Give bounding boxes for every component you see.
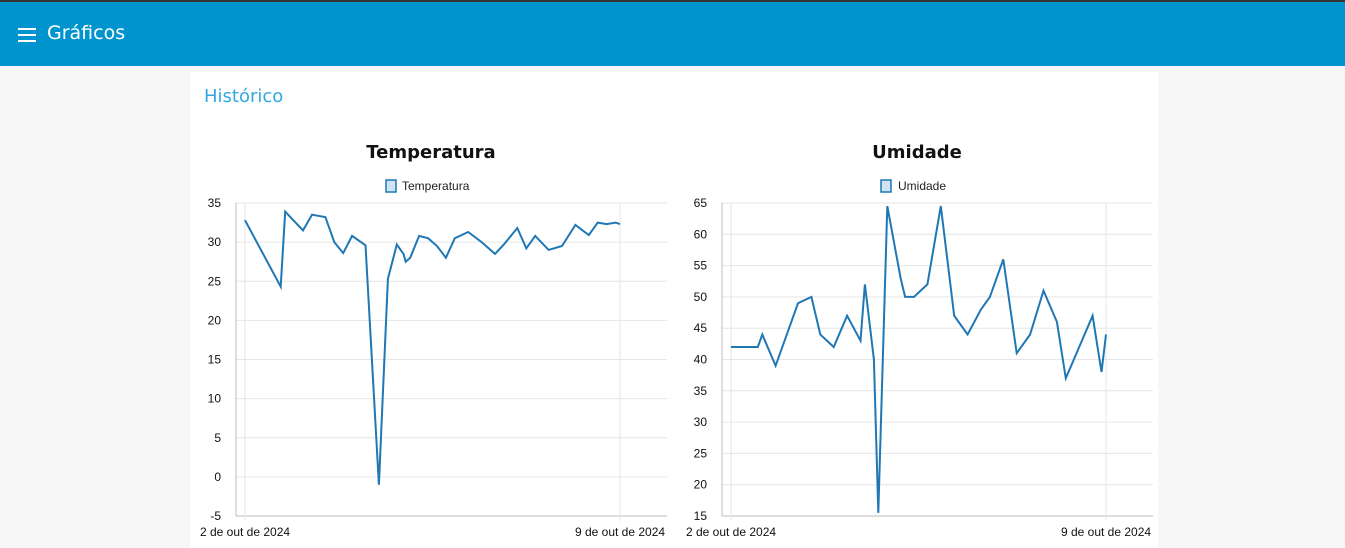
y-tick-label: 30 bbox=[208, 235, 222, 249]
temperature-series-line bbox=[244, 209, 621, 485]
x-tick-label: 9 de out de 2024 bbox=[575, 525, 665, 539]
humidity-legend-label[interactable]: Umidade bbox=[898, 179, 946, 193]
app-bar: Gráficos bbox=[0, 0, 1345, 66]
y-tick-label: 45 bbox=[694, 321, 708, 335]
y-tick-label: 35 bbox=[694, 384, 708, 398]
x-tick-label: 9 de out de 2024 bbox=[1061, 525, 1151, 539]
y-tick-label: 5 bbox=[214, 431, 221, 445]
hamburger-menu-icon[interactable] bbox=[18, 28, 36, 42]
y-tick-label: 15 bbox=[208, 353, 222, 367]
temperature-chart-title: Temperatura bbox=[366, 142, 495, 163]
y-tick-label: 30 bbox=[694, 415, 708, 429]
humidity-legend-swatch[interactable] bbox=[880, 179, 892, 193]
y-tick-label: 35 bbox=[208, 196, 222, 210]
humidity-chart-title: Umidade bbox=[872, 142, 962, 163]
x-tick-label: 2 de out de 2024 bbox=[686, 525, 776, 539]
y-tick-label: 25 bbox=[694, 446, 708, 460]
y-tick-label: 0 bbox=[214, 470, 221, 484]
y-tick-label: 10 bbox=[208, 392, 222, 406]
humidity-chart: Umidade Umidade 65 60 55 50 45 40 35 30 25 20 15 2… bbox=[686, 142, 1153, 539]
history-card: Histórico Temperatura Temperatura 35 30 25… bbox=[190, 72, 1158, 548]
y-tick-label: -5 bbox=[210, 509, 221, 523]
temperature-legend-label[interactable]: Temperatura bbox=[402, 179, 470, 193]
x-tick-label: 2 de out de 2024 bbox=[200, 525, 290, 539]
app-title: Gráficos bbox=[47, 22, 126, 44]
temperature-legend-swatch[interactable] bbox=[385, 179, 397, 193]
y-tick-label: 20 bbox=[694, 478, 708, 492]
card-title: Histórico bbox=[204, 86, 284, 107]
y-tick-label: 40 bbox=[694, 353, 708, 367]
y-tick-label: 60 bbox=[694, 227, 708, 241]
temperature-chart: Temperatura Temperatura 35 30 25 20 15 10 5 0 -5… bbox=[200, 142, 667, 539]
y-tick-label: 15 bbox=[694, 509, 708, 523]
charts-canvas: Temperatura Temperatura 35302520151050-5… bbox=[200, 142, 1153, 539]
y-tick-label: 50 bbox=[694, 290, 708, 304]
y-tick-label: 55 bbox=[694, 259, 708, 273]
y-tick-label: 65 bbox=[694, 196, 708, 210]
y-tick-label: 25 bbox=[208, 274, 222, 288]
humidity-series-line bbox=[731, 205, 1107, 513]
y-tick-label: 20 bbox=[208, 313, 222, 327]
